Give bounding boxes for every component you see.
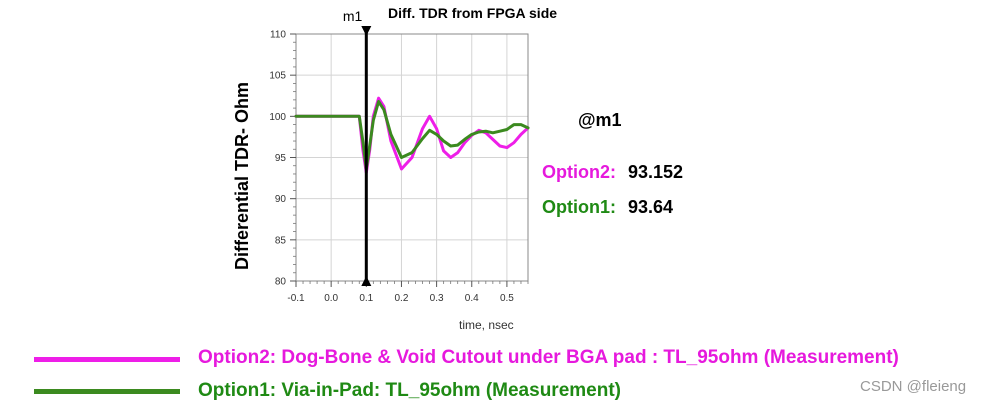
readout-option1-label: Option1: (542, 197, 616, 217)
legend-label-option2: Option2: Dog-Bone & Void Cutout under BG… (198, 347, 899, 368)
readout-option2: Option2: 93.152 (542, 162, 683, 183)
x-tick-label: 0.3 (430, 293, 444, 304)
readout-option2-value: 93.152 (628, 162, 684, 182)
chart-title: Diff. TDR from FPGA side (388, 5, 558, 21)
marker-label: m1 (343, 8, 363, 24)
y-tick-label: 100 (269, 112, 286, 123)
x-axis-label: time, nsec (459, 318, 514, 332)
y-tick-label: 90 (275, 194, 287, 205)
legend-swatch-option2 (34, 357, 180, 362)
y-tick-label: 80 (275, 277, 287, 288)
readout-option2-label: Option2: (542, 162, 616, 182)
y-tick-label: 85 (275, 235, 287, 246)
marker-readout-heading: @m1 (578, 110, 622, 130)
axis-layer: 80 85 90 95 100 105 110 -0.1 0.0 0.1 0.2 0.3 0.4 0.5 (269, 30, 529, 304)
marker-top-arrow (361, 26, 372, 36)
series-line-option1 (294, 100, 530, 171)
series-layer (294, 96, 530, 175)
watermark: CSDN @fleieng (860, 378, 967, 395)
x-tick-label: -0.1 (287, 293, 305, 304)
x-tick-label: 0.0 (324, 293, 338, 304)
y-tick-label: 110 (270, 30, 286, 41)
x-tick-label: 0.4 (465, 293, 479, 304)
legend-label-option1: Option1: Via-in-Pad: TL_95ohm (Measureme… (198, 380, 621, 401)
y-tick-label: 105 (269, 71, 286, 82)
x-tick-label: 0.5 (500, 293, 514, 304)
legend-swatch-option1 (34, 389, 180, 394)
marker-layer: m1 (343, 8, 372, 286)
readout-option1-value: 93.64 (628, 197, 674, 217)
marker-bottom-arrow (361, 276, 372, 286)
readout-option1: Option1: 93.64 (542, 197, 673, 218)
x-tick-label: 0.2 (395, 293, 409, 304)
x-tick-label: 0.1 (359, 293, 373, 304)
y-tick-label: 95 (275, 153, 287, 164)
